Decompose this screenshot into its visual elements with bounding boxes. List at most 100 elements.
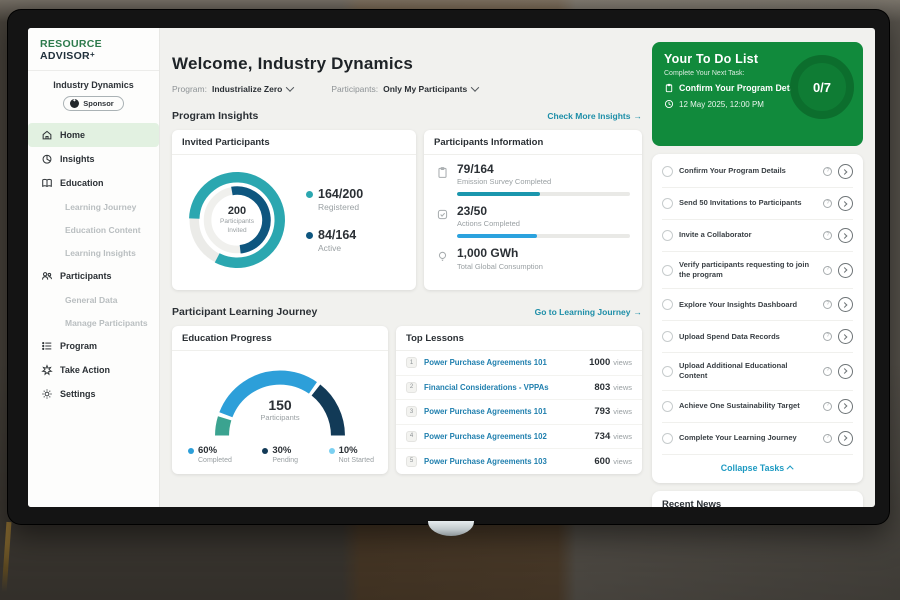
checkbox-circle[interactable] <box>662 198 673 209</box>
go-to-learning-journey-link[interactable]: Go to Learning Journey → <box>535 307 642 317</box>
arrow-right-icon: → <box>633 307 643 317</box>
chevron-right-icon <box>841 301 847 308</box>
chevron-right-button[interactable] <box>838 297 853 313</box>
invited-participants-card: Invited Participants 200 <box>172 130 416 290</box>
gauge-legend: 60% Completed 30% Pending 10% Not Starte… <box>172 443 388 464</box>
todo-item[interactable]: Complete Your Learning Journey <box>662 423 853 455</box>
sidebar-item-education[interactable]: Education <box>28 171 159 195</box>
participants-icon <box>42 272 52 280</box>
participants-dropdown[interactable]: Participants: Only My Participants <box>331 83 480 94</box>
checkbox-circle[interactable] <box>662 365 673 377</box>
checkbox-circle[interactable] <box>662 264 673 276</box>
checkbox-circle[interactable] <box>662 400 673 412</box>
todo-list-card: Confirm Your Program Details Send 50 Inv… <box>652 154 863 483</box>
lesson-link[interactable]: Power Purchase Agreements 101 <box>424 407 547 417</box>
sidebar-nav: Home Insights Education Learning Journey… <box>28 123 159 406</box>
sidebar-item-general-data[interactable]: General Data <box>28 288 159 311</box>
todo-item[interactable]: Upload Spend Data Records <box>662 321 853 354</box>
invited-participants-donut <box>189 172 285 268</box>
checkbox-circle[interactable] <box>662 432 673 444</box>
lesson-link[interactable]: Power Purchase Agreements 102 <box>424 431 547 441</box>
chevron-right-button[interactable] <box>838 329 853 345</box>
program-dropdown[interactable]: Program: Industrialize Zero <box>172 83 295 94</box>
collapse-tasks-link[interactable]: Collapse Tasks <box>662 455 853 479</box>
chevron-right-button[interactable] <box>838 164 853 179</box>
sidebar-item-learning-insights[interactable]: Learning Insights <box>28 241 159 264</box>
lesson-link[interactable]: Power Purchase Agreements 101 <box>424 358 547 368</box>
chevron-up-icon <box>786 465 794 473</box>
help-icon[interactable] <box>823 199 832 208</box>
checkbox-circle[interactable] <box>662 331 673 343</box>
help-icon[interactable] <box>823 433 832 443</box>
sidebar-item-manage-participants[interactable]: Manage Participants <box>28 311 159 334</box>
todo-item[interactable]: Achieve One Sustainability Target <box>662 391 853 423</box>
chevron-right-button[interactable] <box>838 398 853 414</box>
help-icon[interactable] <box>823 332 832 342</box>
sidebar-item-learning-journey[interactable]: Learning Journey <box>28 195 159 218</box>
sidebar-item-program[interactable]: Program <box>28 334 159 358</box>
chevron-right-button[interactable] <box>838 363 853 379</box>
sidebar-item-take-action[interactable]: Take Action <box>28 358 159 382</box>
help-icon[interactable] <box>823 167 832 176</box>
checkbox-circle[interactable] <box>662 166 673 177</box>
todo-item[interactable]: Invite a Collaborator <box>662 220 853 252</box>
program-dropdown-label: Program: <box>172 84 207 94</box>
checkbox-circle[interactable] <box>662 299 673 311</box>
monitor-stand <box>428 521 474 536</box>
todo-item[interactable]: Verify participants requesting to join t… <box>662 252 853 290</box>
views-count: 1000 <box>589 357 611 369</box>
legend-value: 84/164 <box>318 228 357 242</box>
page-title: Welcome, Industry Dynamics <box>172 54 414 73</box>
views-suffix: views <box>613 407 632 417</box>
todo-title: Your To Do List <box>664 52 759 66</box>
legend-dot <box>306 190 313 198</box>
help-icon[interactable] <box>823 401 832 411</box>
chevron-right-button[interactable] <box>838 196 853 211</box>
sidebar: RESOURCE ADVISOR+ Industry Dynamics Spon… <box>28 28 160 507</box>
chevron-right-button[interactable] <box>838 228 853 243</box>
check-more-insights-link[interactable]: Check More Insights → <box>547 111 642 121</box>
todo-item-label: Upload Spend Data Records <box>679 331 780 341</box>
program-dropdown-value: Industrialize Zero <box>211 84 283 94</box>
learning-cards-row: Education Progress 150 Participants 60% <box>172 326 642 474</box>
learning-journey-header: Participant Learning Journey Go to Learn… <box>172 306 642 318</box>
rank-badge: 5 <box>406 455 417 467</box>
sidebar-item-home[interactable]: Home <box>28 123 159 147</box>
help-icon[interactable] <box>823 366 832 376</box>
home-icon <box>42 130 52 140</box>
sidebar-item-label: General Data <box>65 294 118 305</box>
help-icon[interactable] <box>823 300 832 310</box>
link-label: Check More Insights <box>547 111 631 121</box>
help-icon[interactable] <box>823 265 832 275</box>
chevron-right-button[interactable] <box>838 262 853 278</box>
sidebar-item-participants[interactable]: Participants <box>28 264 159 288</box>
todo-item[interactable]: Explore Your Insights Dashboard <box>662 289 853 322</box>
program-insights-header: Program Insights Check More Insights → <box>172 110 642 122</box>
sidebar-item-insights[interactable]: Insights <box>28 147 159 171</box>
chevron-right-icon <box>841 232 847 239</box>
todo-item[interactable]: Send 50 Invitations to Participants <box>662 188 853 220</box>
logo-resource: RESOURCE <box>40 38 102 50</box>
sidebar-item-label: Learning Insights <box>65 247 136 258</box>
sidebar-item-label: Learning Journey <box>65 201 137 212</box>
gauge-center: 150 Participants <box>172 397 388 422</box>
consumption-bulb-icon <box>438 252 447 262</box>
sidebar-item-education-content[interactable]: Education Content <box>28 218 159 241</box>
help-icon[interactable] <box>823 231 832 240</box>
settings-gear-icon <box>42 389 52 399</box>
chevron-right-button[interactable] <box>838 430 853 446</box>
lesson-link[interactable]: Financial Considerations - VPPAs <box>424 382 549 392</box>
sidebar-item-label: Education <box>60 178 104 188</box>
views-count: 803 <box>594 381 611 393</box>
views-suffix: views <box>613 431 632 441</box>
todo-item[interactable]: Confirm Your Program Details <box>662 156 853 188</box>
sidebar-item-label: Insights <box>60 154 95 164</box>
lesson-link[interactable]: Power Purchase Agreements 103 <box>424 456 547 466</box>
insights-cards-row: Invited Participants 200 <box>172 130 642 290</box>
education-progress-card: Education Progress 150 Participants 60% <box>172 326 388 474</box>
sidebar-item-settings[interactable]: Settings <box>28 382 159 406</box>
todo-progress-value: 0/7 <box>812 79 832 95</box>
todo-progress-ring: 0/7 <box>790 55 854 119</box>
todo-item[interactable]: Upload Additional Educational Content <box>662 353 853 391</box>
checkbox-circle[interactable] <box>662 230 673 241</box>
